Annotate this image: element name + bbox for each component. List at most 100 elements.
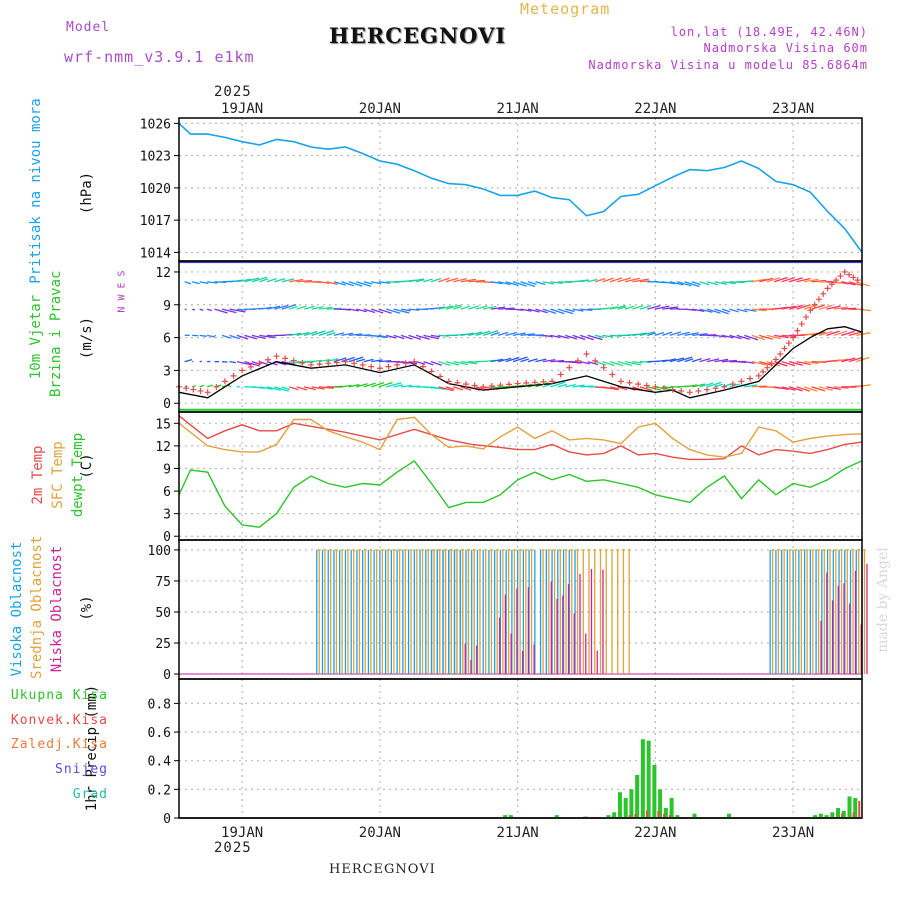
- gust-marker: [669, 386, 676, 393]
- wind-barb: [856, 281, 870, 287]
- gust-marker: [794, 327, 801, 334]
- wind-barb: [483, 359, 496, 363]
- wind-barb: [751, 334, 766, 341]
- wind-barb: [259, 306, 273, 310]
- precip-total-bar: [617, 792, 622, 818]
- wind-barb: [505, 356, 520, 363]
- wind-barb: [654, 331, 665, 337]
- wind-barb: [841, 281, 856, 286]
- wind-barb: [207, 281, 218, 284]
- gust-marker: [626, 379, 633, 386]
- wind-barb: [550, 281, 564, 285]
- precip-total-bar: [635, 775, 640, 818]
- wind-barb: [401, 384, 412, 388]
- wind-barb: [803, 386, 818, 392]
- wind-barb: [475, 330, 491, 337]
- gust-marker: [506, 381, 513, 388]
- wind-barb: [811, 304, 825, 310]
- wind-barb: [288, 386, 299, 391]
- wind-barb: [348, 383, 360, 388]
- wind-barb: [221, 334, 232, 339]
- wind-barb: [684, 384, 698, 388]
- wind-barb: [826, 386, 841, 391]
- wind-barb: [669, 357, 685, 363]
- wind-barb: [721, 281, 736, 285]
- wind-barb: [744, 384, 758, 388]
- wind-barb: [580, 361, 590, 365]
- wind-barb: [266, 278, 277, 283]
- wind-barb: [669, 331, 682, 337]
- gust-marker: [729, 381, 736, 388]
- wind-barb: [303, 305, 315, 310]
- wind-barb: [259, 278, 269, 283]
- wind-barb: [445, 386, 455, 390]
- gust-marker: [394, 361, 401, 368]
- model-name: wrf-nmm_v3.9.1 e1km: [64, 48, 255, 66]
- wind-barb: [401, 308, 411, 312]
- gust-marker: [660, 385, 667, 392]
- wind-barb: [744, 334, 759, 341]
- precip-total-bar: [658, 789, 663, 818]
- wind-barb: [333, 281, 346, 286]
- gust-marker: [256, 360, 263, 367]
- wind-barb: [587, 361, 599, 366]
- gust-marker: [686, 389, 693, 396]
- wind-barb: [594, 361, 607, 366]
- wind-barb: [729, 308, 739, 313]
- y-tick-label: 6: [163, 485, 171, 500]
- temp-sfc-line: [178, 416, 863, 458]
- wind-barb: [430, 361, 442, 366]
- wind-barb: [236, 334, 249, 340]
- gust-marker: [204, 389, 211, 396]
- wind-barb: [512, 332, 526, 337]
- footer-station: HERCEGNOVI: [329, 862, 436, 877]
- wind-barb: [609, 361, 624, 367]
- y-tick-label: 12: [155, 266, 171, 281]
- y-tick-label: 12: [155, 440, 171, 455]
- wind-barb: [759, 361, 774, 367]
- dewpt-line: [178, 459, 863, 528]
- gust-marker: [768, 360, 775, 367]
- wind-barb: [460, 332, 475, 337]
- gust-marker: [833, 277, 840, 284]
- wind-barb: [371, 359, 383, 363]
- wind-barb: [206, 334, 216, 338]
- precip-total-bar: [508, 815, 513, 818]
- y-tick-label: 9: [163, 462, 171, 477]
- gust-marker: [183, 385, 190, 392]
- wind-barb: [356, 281, 372, 287]
- gust-marker: [781, 345, 788, 352]
- wind-barb: [856, 384, 871, 388]
- wind-barb: [318, 358, 331, 363]
- precip-total-bar: [640, 739, 645, 818]
- day-label-bottom: 19JAN: [221, 825, 263, 841]
- wind-barb: [333, 332, 345, 337]
- wind-barb: [744, 308, 757, 312]
- wind-barb: [535, 281, 546, 286]
- wind-barb: [848, 331, 863, 337]
- wind-barb: [303, 330, 318, 337]
- wind-barb: [773, 276, 788, 283]
- wind-barb: [736, 334, 750, 340]
- precip-total-bar: [646, 740, 651, 818]
- wind-barb: [527, 358, 538, 363]
- wind-barb: [841, 357, 856, 363]
- wind-barb: [602, 306, 618, 310]
- wind-barb: [580, 279, 590, 283]
- gust-marker: [264, 356, 271, 363]
- wind-barb: [378, 381, 393, 388]
- gust-marker: [652, 383, 659, 390]
- gust-marker: [759, 368, 766, 375]
- wind-barb: [714, 308, 729, 315]
- wind-barb: [303, 386, 316, 391]
- wind-barb: [520, 281, 536, 288]
- wind-barb: [788, 361, 804, 366]
- gust-marker: [462, 381, 469, 388]
- wind-barb: [691, 308, 705, 312]
- gust-marker: [273, 353, 280, 360]
- gust-marker: [704, 386, 711, 393]
- wind-barb: [453, 386, 463, 391]
- wind-barb: [803, 332, 819, 337]
- wind-barb: [184, 281, 192, 285]
- gust-marker: [282, 355, 289, 362]
